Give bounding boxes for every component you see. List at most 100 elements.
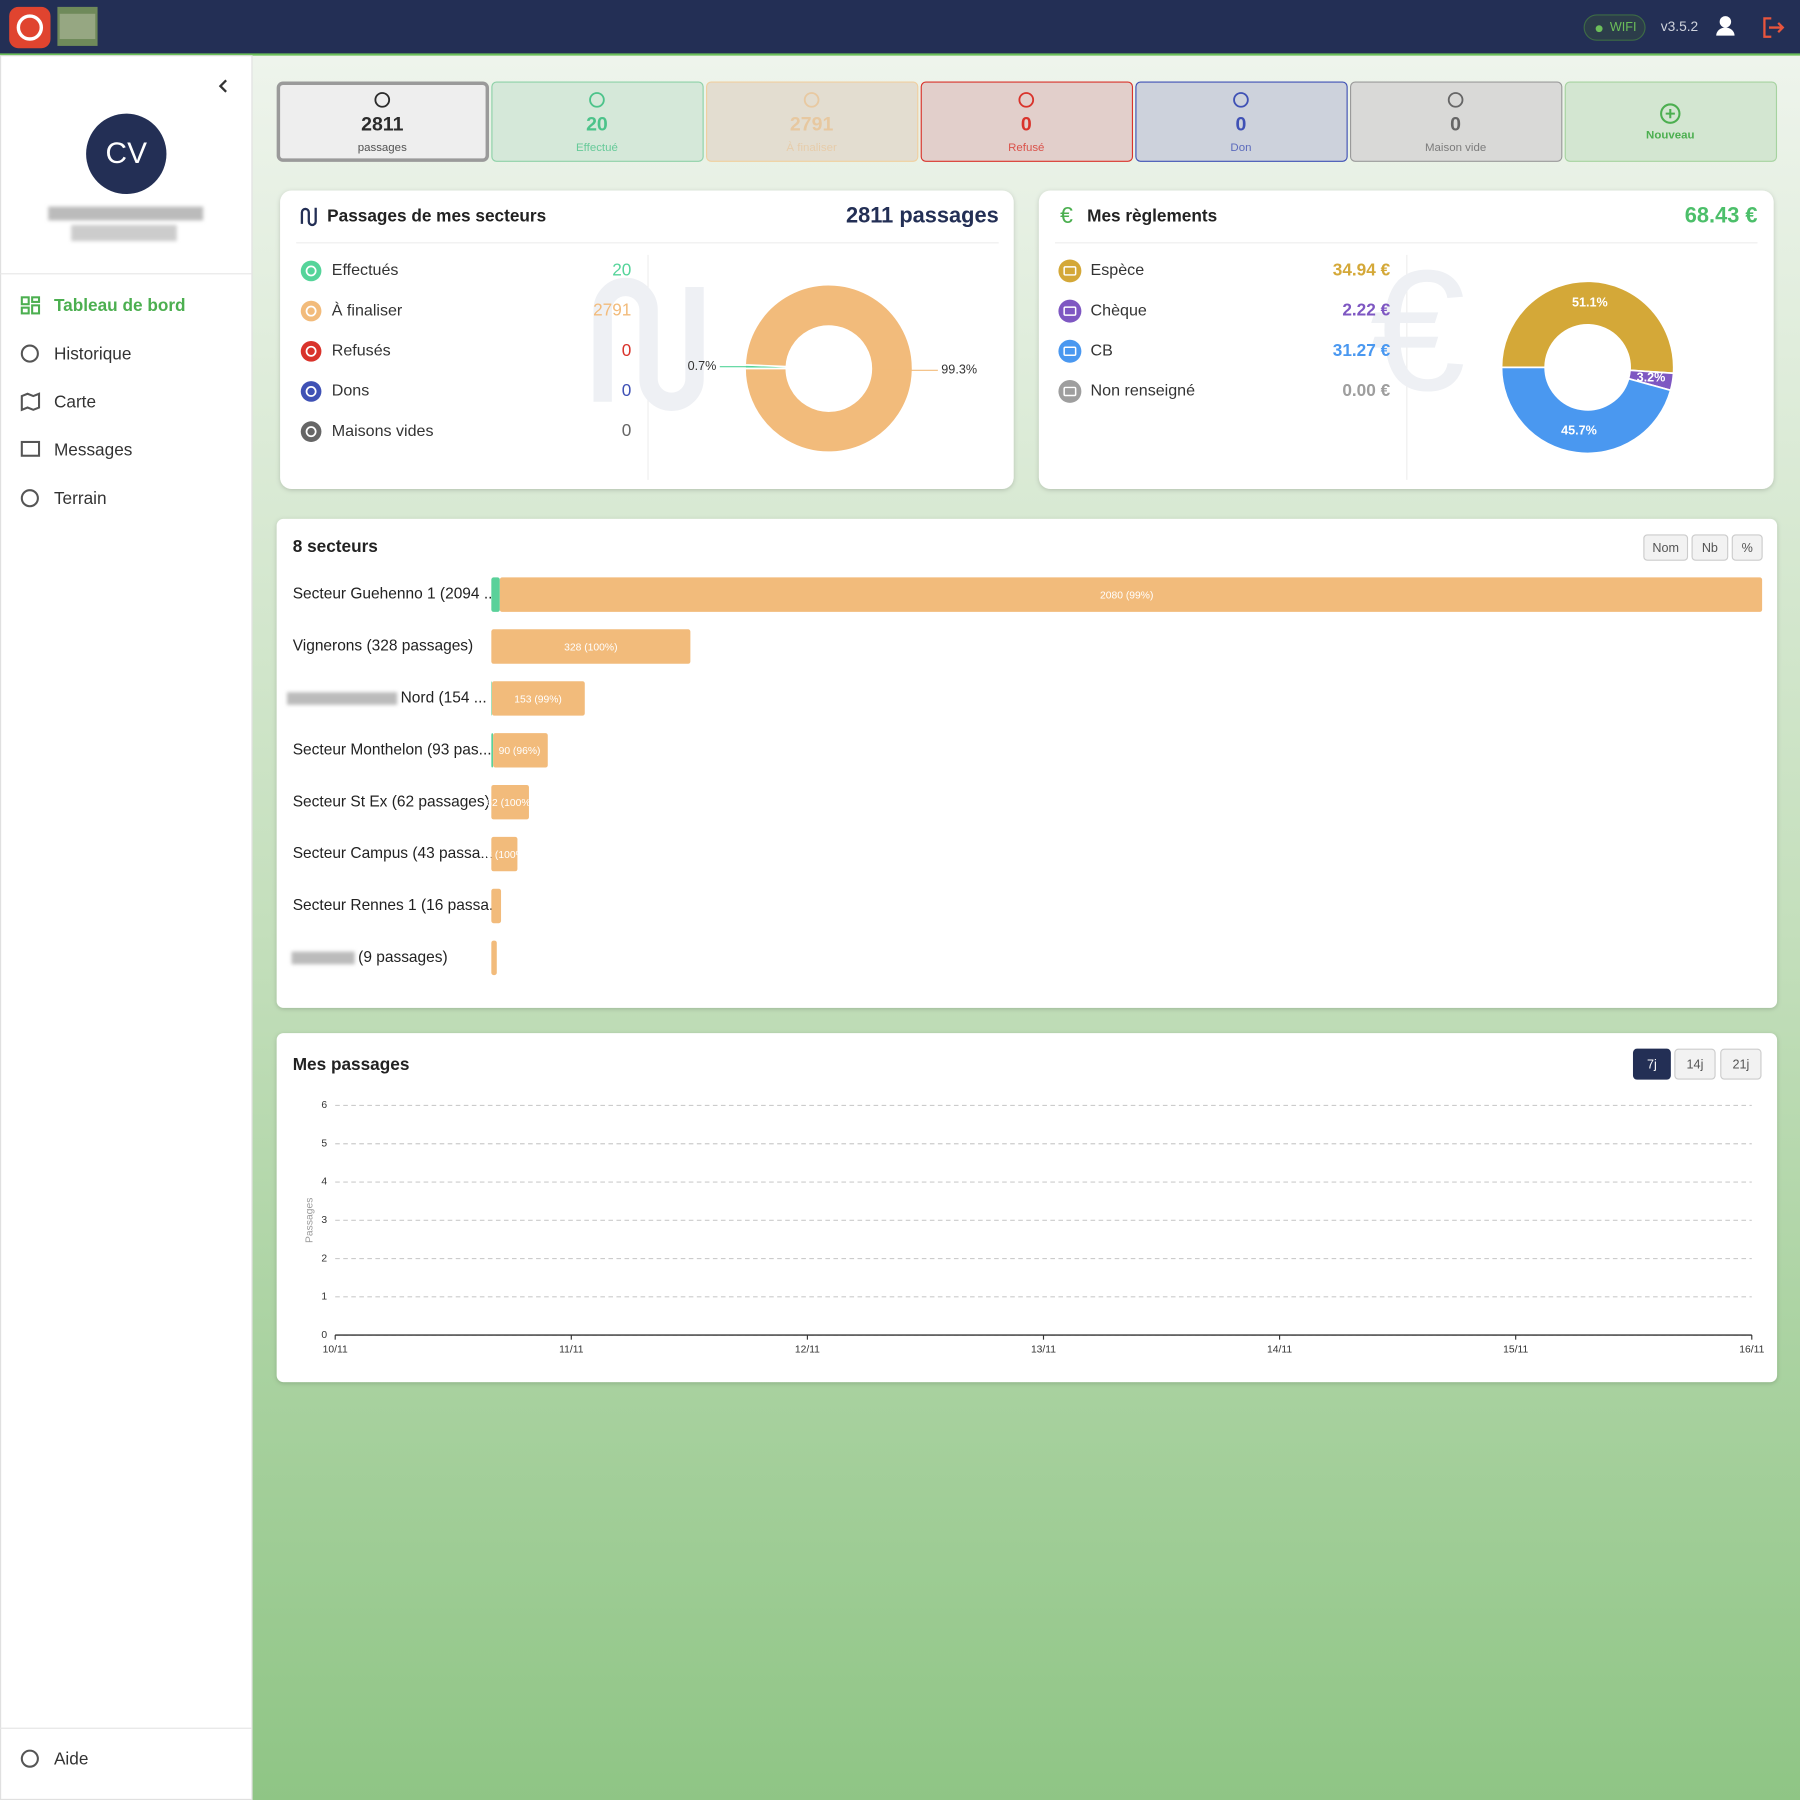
stat-card[interactable] xyxy=(1565,82,1776,161)
stat-value: 0 xyxy=(1450,113,1461,135)
my-passages-panel xyxy=(277,1033,1777,1382)
x-tick-label: 12/11 xyxy=(795,1345,820,1356)
item-label: Non renseigné xyxy=(1091,382,1196,400)
y-axis-title: Passages xyxy=(305,1198,316,1243)
blur-block xyxy=(48,207,203,221)
y-tick-label: 0 xyxy=(321,1330,327,1341)
stat-label: À finaliser xyxy=(786,141,837,154)
user-icon[interactable] xyxy=(1720,16,1731,27)
avatar-initials: CV xyxy=(106,137,148,170)
stat-value: 0 xyxy=(1021,113,1032,135)
blur-block xyxy=(287,692,397,705)
bar-value-label: 2080 (99%) xyxy=(1100,591,1153,602)
panel-title: 8 secteurs xyxy=(293,536,378,556)
toggle-button-label[interactable]: % xyxy=(1742,541,1753,555)
nav-help[interactable]: Aide xyxy=(54,1748,88,1768)
x-tick-label: 10/11 xyxy=(323,1345,348,1356)
item-label: Espèce xyxy=(1091,261,1145,279)
panel-total: 68.43 € xyxy=(1685,203,1758,228)
toggle-button-label[interactable]: Nb xyxy=(1702,541,1718,555)
app-version: v3.5.2 xyxy=(1661,19,1699,34)
toggle-button-label[interactable]: Nom xyxy=(1652,541,1679,555)
bar-value-label: 328 (100%) xyxy=(564,642,617,653)
bar-segment[interactable] xyxy=(491,941,496,975)
blur-block xyxy=(71,225,177,241)
bar-segment[interactable] xyxy=(491,889,501,923)
bar-value-label: 153 (99%) xyxy=(514,694,562,705)
bar-segment[interactable] xyxy=(491,733,493,767)
toggle-button-label[interactable]: 14j xyxy=(1687,1058,1704,1072)
stat-value: 2811 xyxy=(361,113,403,135)
stat-label: Nouveau xyxy=(1646,129,1694,141)
bar-value-label: 90 (96%) xyxy=(499,746,541,757)
panel-title: Mes passages xyxy=(293,1054,410,1074)
sector-label: Secteur Monthelon (93 pas... xyxy=(293,741,492,758)
wifi-status: WIFI xyxy=(1610,20,1637,34)
sector-label: Secteur Rennes 1 (16 passa... xyxy=(293,897,502,914)
item-icon xyxy=(1058,340,1081,363)
item-icon xyxy=(1058,259,1081,282)
wifi-icon xyxy=(1596,25,1603,32)
item-label: CB xyxy=(1091,342,1113,360)
sector-label: Secteur Campus (43 passa... xyxy=(293,845,494,862)
sector-label: Secteur Guehenno 1 (2094 ... xyxy=(293,586,497,603)
stat-value: 0 xyxy=(1236,113,1247,135)
x-tick-label: 11/11 xyxy=(559,1345,584,1356)
x-tick-label: 15/11 xyxy=(1503,1345,1528,1356)
bar-segment[interactable] xyxy=(491,681,492,715)
y-tick-label: 3 xyxy=(321,1215,327,1226)
nav-item[interactable]: Tableau de bord xyxy=(54,295,186,315)
sector-label: Secteur St Ex (62 passages) xyxy=(293,793,490,810)
stat-label: Don xyxy=(1230,142,1251,154)
toggle-button-label[interactable]: 7j xyxy=(1647,1058,1657,1072)
stat-value: 20 xyxy=(586,113,608,135)
bar-segment[interactable] xyxy=(491,577,499,611)
pie-label: 99.3% xyxy=(941,363,977,377)
app-logo[interactable] xyxy=(9,7,50,48)
pie-label: 0.7% xyxy=(688,359,717,373)
item-value: 31.27 € xyxy=(1333,340,1391,360)
item-value: 0 xyxy=(622,420,632,440)
item-label: Chèque xyxy=(1091,301,1147,319)
top-bar xyxy=(0,0,1800,54)
stat-value: 2791 xyxy=(790,113,834,135)
y-tick-label: 2 xyxy=(321,1253,327,1264)
bar-value-label: 62 (100%) xyxy=(486,798,534,809)
item-icon xyxy=(301,421,322,442)
item-label: Dons xyxy=(332,382,370,400)
x-tick-label: 16/11 xyxy=(1739,1345,1764,1356)
site-thumbnail-detail xyxy=(60,14,96,39)
x-tick-label: 14/11 xyxy=(1267,1345,1292,1356)
stat-label: passages xyxy=(358,142,407,154)
item-value: 2.22 € xyxy=(1342,300,1390,320)
item-value: 20 xyxy=(612,259,631,279)
euro-icon: € xyxy=(1060,202,1073,228)
panel-total: 2811 passages xyxy=(846,203,999,228)
sidebar xyxy=(1,56,252,1800)
item-value: 2791 xyxy=(593,300,631,320)
nav-item[interactable]: Carte xyxy=(54,391,96,411)
nav-item[interactable]: Terrain xyxy=(54,488,107,508)
item-value: 0 xyxy=(622,380,632,400)
stat-label: Effectué xyxy=(576,142,618,154)
item-value: 0 xyxy=(622,340,632,360)
panel-title: Passages de mes secteurs xyxy=(327,206,546,226)
sector-label: (9 passages) xyxy=(358,949,448,966)
nav-item[interactable]: Messages xyxy=(54,440,132,460)
item-icon xyxy=(301,381,322,402)
item-label: Effectués xyxy=(332,261,399,279)
y-tick-label: 6 xyxy=(321,1100,327,1111)
item-value: 34.94 € xyxy=(1333,259,1391,279)
pie-label: 45.7% xyxy=(1561,423,1597,437)
item-label: Refusés xyxy=(332,342,391,360)
y-tick-label: 4 xyxy=(321,1177,327,1188)
y-tick-label: 1 xyxy=(321,1292,327,1303)
panel-title: Mes règlements xyxy=(1087,206,1217,226)
nav-item[interactable]: Historique xyxy=(54,343,131,363)
item-value: 0.00 € xyxy=(1342,380,1390,400)
item-icon xyxy=(301,261,322,282)
toggle-button-label[interactable]: 21j xyxy=(1732,1058,1749,1072)
stat-label: Refusé xyxy=(1008,142,1044,154)
item-icon xyxy=(1058,300,1081,323)
